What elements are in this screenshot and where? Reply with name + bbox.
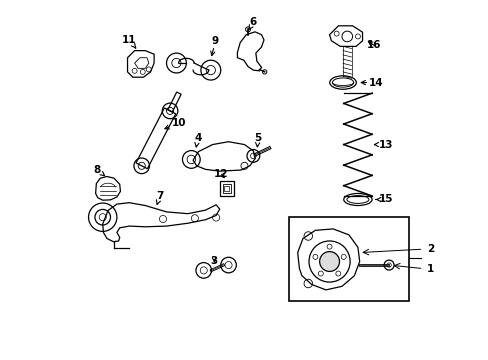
- Text: 15: 15: [375, 194, 392, 204]
- Circle shape: [319, 252, 339, 271]
- Text: 12: 12: [214, 169, 228, 179]
- Text: 5: 5: [254, 133, 261, 147]
- Bar: [219, 181, 233, 195]
- Text: 1: 1: [426, 264, 433, 274]
- Text: 10: 10: [164, 118, 186, 129]
- Text: 9: 9: [210, 36, 219, 55]
- Bar: [224, 186, 228, 192]
- Text: 14: 14: [361, 77, 383, 87]
- Text: 16: 16: [366, 40, 381, 50]
- Text: 3: 3: [210, 256, 218, 266]
- Text: 11: 11: [122, 35, 136, 48]
- Text: 2: 2: [426, 244, 433, 254]
- Text: 4: 4: [194, 133, 201, 147]
- Text: 6: 6: [248, 17, 257, 30]
- Text: 7: 7: [156, 191, 163, 204]
- Bar: [222, 184, 230, 193]
- Bar: [288, 217, 408, 301]
- Text: 13: 13: [374, 140, 392, 149]
- Text: 8: 8: [94, 165, 104, 176]
